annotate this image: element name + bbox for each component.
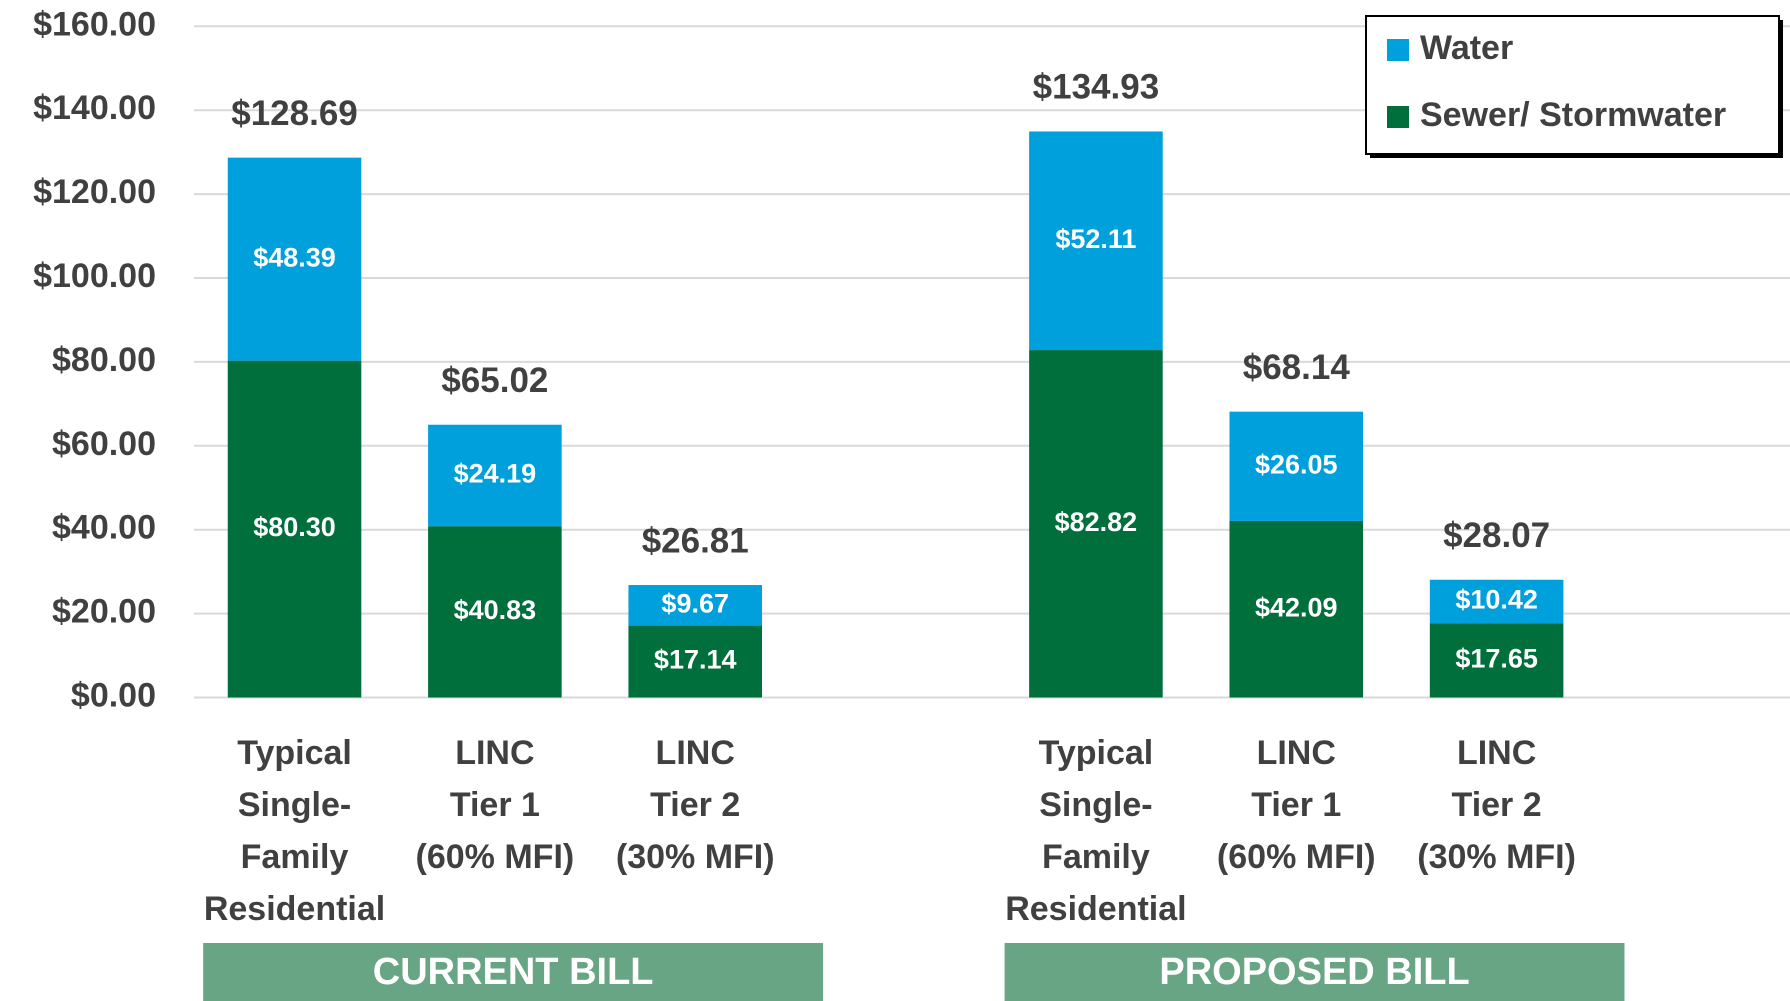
bar-segment bbox=[628, 625, 763, 698]
total-label: $134.93 bbox=[1033, 68, 1160, 107]
value-label: $26.05 bbox=[1255, 449, 1338, 479]
value-label: $80.30 bbox=[253, 512, 336, 542]
x-tick-label: Single- bbox=[238, 786, 351, 824]
bar-segment bbox=[1229, 411, 1364, 521]
value-label: $9.67 bbox=[661, 588, 729, 618]
bar-segment bbox=[428, 526, 562, 698]
group-label: PROPOSED BILL bbox=[1159, 951, 1469, 993]
group-banner bbox=[203, 943, 824, 1001]
x-tick-label: (30% MFI) bbox=[616, 838, 775, 876]
x-tick-label: Residential bbox=[204, 890, 385, 928]
bar-segment bbox=[227, 157, 362, 361]
bar-segment bbox=[1229, 520, 1364, 698]
value-label: $17.65 bbox=[1455, 644, 1538, 674]
value-label: $24.19 bbox=[454, 459, 537, 489]
y-tick-label: $0.00 bbox=[71, 676, 156, 714]
x-tick-label: Single- bbox=[1039, 786, 1152, 824]
x-tick-label: Tier 1 bbox=[1251, 786, 1341, 824]
y-tick-label: $20.00 bbox=[52, 593, 156, 631]
y-tick-label: $80.00 bbox=[52, 341, 156, 379]
x-tick-label: (30% MFI) bbox=[1417, 838, 1576, 876]
legend-label: Sewer/ Stormwater bbox=[1420, 96, 1726, 134]
y-tick-label: $140.00 bbox=[33, 89, 156, 127]
total-label: $128.69 bbox=[231, 94, 358, 133]
total-label: $26.81 bbox=[642, 521, 749, 560]
x-tick-label: LINC bbox=[1457, 734, 1536, 772]
value-label: $40.83 bbox=[454, 595, 537, 625]
x-tick-label: Tier 2 bbox=[650, 786, 740, 824]
legend-label: Water bbox=[1420, 29, 1513, 67]
x-tick-label: LINC bbox=[656, 734, 735, 772]
bar-segment bbox=[1029, 350, 1163, 698]
x-tick-label: Tier 2 bbox=[1452, 786, 1542, 824]
y-tick-label: $100.00 bbox=[33, 257, 156, 295]
y-tick-label: $40.00 bbox=[52, 509, 156, 547]
bar-segment bbox=[1429, 579, 1564, 624]
total-label: $68.14 bbox=[1243, 348, 1351, 387]
x-tick-label: (60% MFI) bbox=[416, 838, 575, 876]
bar-segment bbox=[428, 424, 562, 527]
value-label: $52.11 bbox=[1055, 224, 1136, 254]
bar-segment bbox=[1429, 623, 1564, 698]
y-tick-label: $120.00 bbox=[33, 173, 156, 211]
legend-swatch bbox=[1387, 39, 1409, 61]
x-tick-label: Residential bbox=[1005, 890, 1186, 928]
value-label: $10.42 bbox=[1455, 585, 1538, 615]
total-label: $65.02 bbox=[441, 361, 548, 400]
y-tick-label: $160.00 bbox=[33, 5, 156, 43]
value-label: $17.14 bbox=[654, 645, 737, 675]
legend-swatch bbox=[1387, 106, 1409, 128]
value-label: $82.82 bbox=[1055, 507, 1138, 537]
x-tick-label: Family bbox=[241, 838, 349, 876]
x-tick-label: (60% MFI) bbox=[1217, 838, 1376, 876]
x-tick-label: Typical bbox=[237, 734, 352, 772]
bar-segment bbox=[227, 360, 362, 698]
x-tick-label: LINC bbox=[455, 734, 534, 772]
y-tick-label: $60.00 bbox=[52, 425, 156, 463]
x-tick-label: LINC bbox=[1257, 734, 1336, 772]
x-tick-label: Typical bbox=[1039, 734, 1154, 772]
group-label: CURRENT BILL bbox=[373, 951, 654, 993]
x-tick-label: Tier 1 bbox=[450, 786, 540, 824]
value-label: $42.09 bbox=[1255, 592, 1338, 622]
value-label: $48.39 bbox=[253, 242, 336, 272]
total-label: $28.07 bbox=[1443, 516, 1550, 555]
bar-segment bbox=[628, 585, 763, 626]
bar-segment bbox=[1029, 131, 1163, 351]
x-tick-label: Family bbox=[1042, 838, 1150, 876]
group-banner bbox=[1004, 943, 1625, 1001]
legend-box bbox=[1365, 15, 1780, 155]
